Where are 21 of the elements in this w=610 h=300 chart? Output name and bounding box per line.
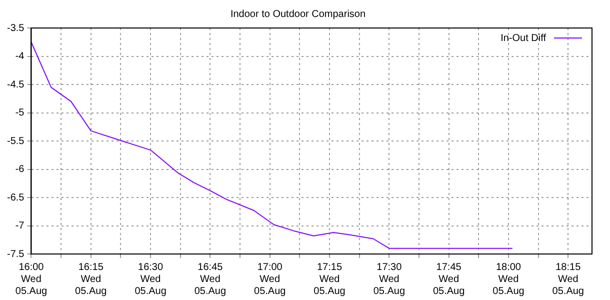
x-tick-label: 16:15 Wed 05.Aug [75,262,107,297]
y-tick-label: -7 [15,220,25,232]
x-tick-label: 17:15 Wed 05.Aug [314,262,346,297]
y-tick-label: -4.5 [6,79,25,90]
y-tick-label: -4 [15,51,25,62]
x-tick-label: 17:30 Wed 05.Aug [373,262,406,297]
legend-label: In-Out Diff [500,32,546,44]
y-tick-label: -7.5 [6,248,25,260]
y-tick-label: -3.5 [6,22,25,34]
x-tick-label: 18:15 Wed 05.Aug [552,262,584,297]
y-tick-label: -6 [15,164,25,175]
chart-title: Indoor to Outdoor Comparison [230,8,366,20]
x-tick-label: 16:45 Wed 05.Aug [194,262,226,297]
x-tick-label: 16:30 Wed 05.Aug [134,262,166,297]
x-tick-label: 16:00 Wed 05.Aug [15,262,48,297]
x-tick-label: 18:00 Wed 05.Aug [492,262,524,297]
x-tick-label: 17:45 Wed 05.Aug [432,262,465,297]
y-tick-label: -5.5 [6,136,25,147]
y-tick-label: -6.5 [6,192,25,204]
y-tick-label: -5 [15,108,25,118]
x-tick-label: 17:00 Wed 05.Aug [254,262,286,297]
